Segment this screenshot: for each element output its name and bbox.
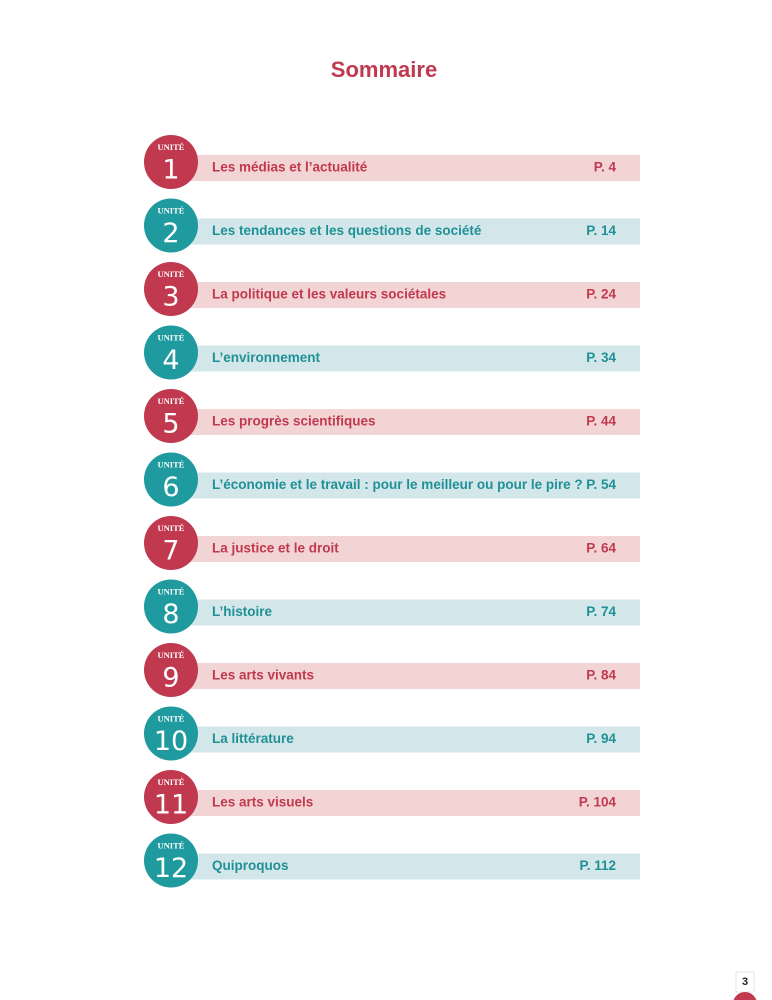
unit-number: 11: [154, 790, 188, 821]
unit-page: P. 64: [586, 541, 616, 556]
unit-title: L’histoire: [212, 604, 273, 619]
unit-title: Les arts visuels: [212, 795, 313, 810]
unit-title: Les tendances et les questions de sociét…: [212, 223, 482, 238]
unit-circle: [144, 325, 198, 380]
unit-number: 3: [162, 282, 179, 313]
unit-title: Les progrès scientifiques: [212, 414, 376, 429]
unit-label: UNITÉ: [158, 840, 185, 850]
unit-label: UNITÉ: [158, 205, 185, 215]
unit-number: 1: [162, 155, 179, 186]
unit-number: 9: [162, 663, 179, 694]
unit-page: P. 14: [586, 223, 616, 238]
unit-number: 12: [154, 853, 188, 884]
unit-circle: [144, 579, 198, 634]
unit-circle: [144, 516, 198, 570]
unit-band: [186, 218, 640, 245]
unit-band: [186, 599, 640, 626]
unit-title: L’économie et le travail : pour le meill…: [212, 477, 583, 492]
unit-page: P. 4: [594, 160, 617, 175]
unit-page: P. 54: [586, 477, 616, 492]
unit-circle: [144, 452, 198, 507]
unit-band: [186, 853, 640, 880]
unit-title: La justice et le droit: [212, 541, 339, 556]
unit-label: UNITÉ: [158, 459, 185, 469]
unit-band: [186, 155, 640, 181]
unit-band: [186, 409, 640, 435]
unit-page: P. 84: [586, 668, 616, 683]
unit-circle: [144, 198, 198, 253]
unit-circle: [144, 833, 198, 888]
unit-title: Quiproquos: [212, 858, 289, 873]
unit-circle: [144, 262, 198, 316]
unit-label: UNITÉ: [158, 713, 185, 723]
unit-title: L’environnement: [212, 350, 321, 365]
unit-band: [186, 536, 640, 562]
unit-label: UNITÉ: [158, 777, 185, 787]
unit-circle: [144, 770, 198, 824]
unit-number: 4: [162, 345, 179, 376]
page-title: Sommaire: [331, 57, 437, 82]
unit-page: P. 112: [579, 858, 616, 873]
unit-label: UNITÉ: [158, 586, 185, 596]
unit-label: UNITÉ: [158, 396, 185, 406]
unit-label: UNITÉ: [158, 142, 185, 152]
unit-number: 2: [162, 218, 179, 249]
unit-page: P. 24: [586, 287, 616, 302]
unit-number: 5: [162, 409, 179, 440]
unit-page: P. 104: [579, 795, 617, 810]
unit-label: UNITÉ: [158, 269, 185, 279]
unit-number: 6: [162, 472, 179, 503]
unit-number: 10: [154, 726, 188, 757]
unit-title: Les médias et l’actualité: [212, 160, 368, 175]
unit-band: [186, 726, 640, 753]
unit-label: UNITÉ: [158, 523, 185, 533]
unit-page: P. 94: [586, 731, 616, 746]
unit-page: P. 34: [586, 350, 616, 365]
unit-number: 8: [162, 599, 179, 630]
unit-label: UNITÉ: [158, 650, 185, 660]
unit-title: Les arts vivants: [212, 668, 314, 683]
unit-title: La littérature: [212, 731, 294, 746]
unit-page: P. 74: [586, 604, 616, 619]
unit-circle: [144, 135, 198, 189]
unit-band: [186, 663, 640, 689]
page-dot: [733, 992, 757, 1000]
unit-circle: [144, 389, 198, 443]
unit-circle: [144, 706, 198, 761]
unit-band: [186, 472, 640, 499]
unit-label: UNITÉ: [158, 332, 185, 342]
page-number: 3: [742, 976, 748, 988]
unit-band: [186, 345, 640, 372]
unit-number: 7: [162, 536, 179, 567]
unit-title: La politique et les valeurs sociétales: [212, 287, 446, 302]
unit-circle: [144, 643, 198, 697]
unit-band: [186, 790, 640, 816]
unit-band: [186, 282, 640, 308]
unit-page: P. 44: [586, 414, 616, 429]
